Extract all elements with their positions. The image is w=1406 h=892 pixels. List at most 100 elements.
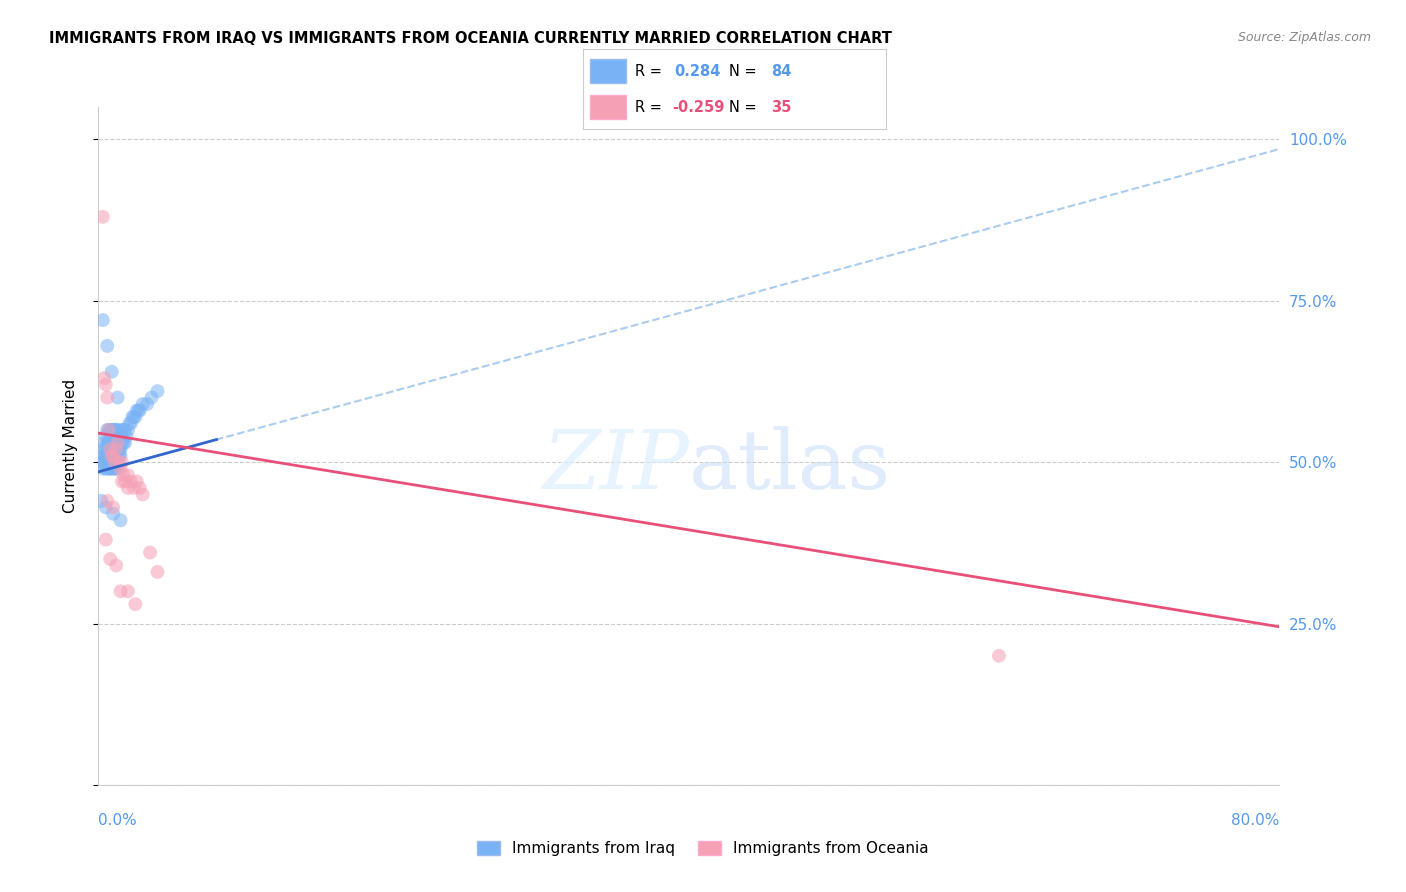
Point — [100, 365, 122, 379]
Text: Source: ZipAtlas.com: Source: ZipAtlas.com — [1237, 31, 1371, 45]
Point — [98, 442, 121, 457]
Point — [128, 481, 150, 495]
Point — [112, 435, 135, 450]
Point — [107, 461, 129, 475]
Point — [100, 423, 122, 437]
Point — [103, 507, 125, 521]
Point — [94, 429, 117, 443]
Point — [110, 461, 132, 475]
Point — [97, 449, 120, 463]
Point — [104, 449, 127, 463]
Point — [103, 423, 125, 437]
Point — [103, 461, 125, 475]
Point — [103, 449, 125, 463]
Point — [111, 423, 134, 437]
Point — [127, 403, 149, 417]
Text: R =: R = — [636, 100, 666, 115]
Text: 0.284: 0.284 — [675, 63, 720, 78]
Point — [103, 449, 125, 463]
Point — [108, 442, 131, 457]
Point — [146, 565, 169, 579]
Point — [94, 533, 117, 547]
Point — [100, 435, 122, 450]
Point — [107, 435, 129, 450]
Point — [96, 449, 118, 463]
Point — [122, 409, 145, 424]
Point — [115, 429, 138, 443]
Text: N =: N = — [728, 100, 761, 115]
Point — [96, 435, 118, 450]
Point — [94, 500, 117, 515]
Point — [94, 442, 117, 457]
Point — [105, 558, 128, 573]
Point — [91, 461, 114, 475]
Point — [117, 584, 139, 599]
Point — [100, 449, 122, 463]
Point — [108, 449, 131, 463]
Point — [105, 461, 128, 475]
Point — [97, 449, 120, 463]
Point — [124, 409, 146, 424]
Point — [104, 435, 127, 450]
Point — [94, 461, 117, 475]
Point — [91, 210, 114, 224]
Point — [103, 449, 125, 463]
Point — [122, 481, 145, 495]
Point — [117, 481, 139, 495]
Point — [108, 455, 131, 469]
Point — [114, 475, 136, 489]
Point — [105, 442, 128, 457]
Point — [94, 377, 117, 392]
Point — [105, 449, 128, 463]
Point — [105, 435, 128, 450]
Point — [110, 442, 132, 457]
Point — [90, 494, 112, 508]
Point — [107, 423, 129, 437]
Point — [98, 435, 121, 450]
Point — [111, 435, 134, 450]
Point — [103, 435, 125, 450]
Point — [125, 403, 148, 417]
Point — [111, 475, 134, 489]
Point — [94, 455, 117, 469]
Y-axis label: Currently Married: Currently Married — [63, 379, 77, 513]
Point — [139, 545, 162, 559]
Point — [104, 455, 127, 469]
Point — [97, 435, 120, 450]
Text: 80.0%: 80.0% — [1232, 814, 1279, 828]
Point — [105, 423, 128, 437]
Point — [98, 449, 121, 463]
Point — [96, 423, 118, 437]
Legend: Immigrants from Iraq, Immigrants from Oceania: Immigrants from Iraq, Immigrants from Oc… — [471, 835, 935, 862]
Point — [112, 468, 135, 483]
Point — [117, 423, 139, 437]
Text: atlas: atlas — [689, 426, 891, 507]
Point — [107, 391, 129, 405]
Point — [146, 384, 169, 398]
Point — [107, 435, 129, 450]
Point — [987, 648, 1010, 663]
Bar — [589, 59, 626, 83]
Point — [98, 435, 121, 450]
Point — [110, 584, 132, 599]
Point — [110, 449, 132, 463]
Point — [114, 423, 136, 437]
Point — [124, 597, 146, 611]
Point — [96, 391, 118, 405]
Point — [132, 487, 155, 501]
Point — [125, 475, 148, 489]
Point — [97, 423, 120, 437]
Point — [104, 423, 127, 437]
Point — [91, 449, 114, 463]
Point — [91, 313, 114, 327]
Text: 0.0%: 0.0% — [98, 814, 138, 828]
Point — [100, 449, 122, 463]
Point — [118, 417, 141, 431]
Point — [110, 513, 132, 527]
Point — [93, 435, 115, 450]
Point — [98, 461, 121, 475]
Point — [117, 468, 139, 483]
Text: -0.259: -0.259 — [672, 100, 725, 115]
Point — [96, 494, 118, 508]
Point — [121, 409, 143, 424]
